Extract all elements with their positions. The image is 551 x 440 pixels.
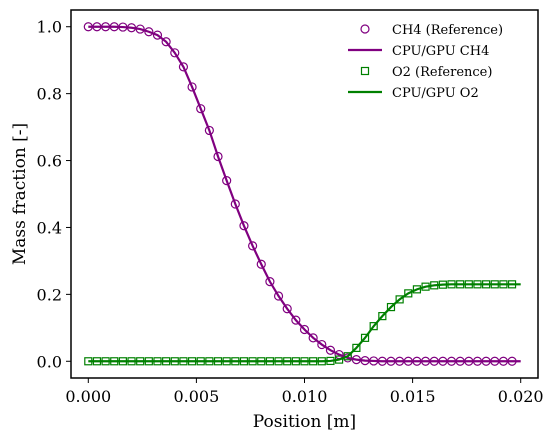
x-tick-label: 0.020 (498, 387, 544, 406)
x-tick-label: 0.000 (65, 387, 111, 406)
data-point (222, 176, 232, 186)
data-point (256, 259, 266, 269)
legend-label: O2 (Reference) (392, 65, 492, 80)
data-point (178, 62, 189, 72)
data-point (395, 295, 404, 304)
series-line (88, 283, 521, 363)
legend-item: CH4 (Reference) (360, 23, 503, 38)
data-point (239, 221, 249, 231)
data-point (352, 343, 361, 352)
data-point (404, 289, 413, 298)
data-point (273, 291, 284, 301)
data-point (378, 312, 387, 321)
x-tick-label: 0.005 (173, 387, 219, 406)
y-tick-label: 0.8 (37, 85, 62, 104)
x-tick-label: 0.010 (282, 387, 328, 406)
data-point (187, 82, 197, 92)
data-point (369, 322, 378, 331)
y-tick-label: 0.6 (37, 152, 62, 171)
data-point (161, 37, 171, 47)
x-tick-label: 0.015 (390, 387, 436, 406)
data-point (170, 48, 180, 58)
data-point (144, 27, 154, 37)
y-tick-label: 0.4 (37, 218, 62, 237)
data-point (308, 333, 318, 343)
legend-swatch (360, 66, 370, 76)
legend-swatch (360, 24, 370, 34)
x-axis-label: Position [m] (253, 412, 356, 432)
data-point (291, 315, 301, 325)
legend-item: CPU/GPU CH4 (348, 44, 489, 59)
data-point (204, 125, 214, 136)
legend-item: CPU/GPU O2 (348, 86, 479, 101)
y-tick-label: 0.0 (37, 352, 62, 371)
legend-label: CPU/GPU CH4 (392, 44, 489, 59)
data-point (152, 30, 163, 40)
data-point (248, 241, 258, 251)
x-axis: 0.000 0.005 0.010 0.015 0.020 (65, 378, 544, 406)
data-point (265, 277, 275, 287)
series-2 (84, 280, 517, 366)
series-line (88, 25, 521, 363)
y-axis: 0.0 0.2 0.4 0.6 0.8 1.0 (37, 18, 71, 371)
data-point (386, 302, 396, 312)
y-axis-label: Mass fraction [-] (10, 123, 30, 265)
legend-label: CPU/GPU O2 (392, 86, 479, 101)
data-point (360, 333, 370, 342)
y-tick-label: 0.2 (37, 285, 62, 304)
data-point (325, 345, 336, 355)
series-layer (83, 22, 521, 366)
legend: CH4 (Reference) CPU/GPU CH4 O2 (Reference)… (348, 23, 503, 101)
data-point (299, 324, 310, 335)
data-point (282, 304, 292, 314)
data-point (230, 199, 240, 209)
data-point (317, 339, 327, 350)
data-point (213, 151, 223, 162)
legend-item: O2 (Reference) (360, 65, 492, 80)
data-point (196, 104, 206, 114)
y-tick-label: 1.0 (37, 18, 62, 37)
legend-label: CH4 (Reference) (392, 23, 503, 38)
